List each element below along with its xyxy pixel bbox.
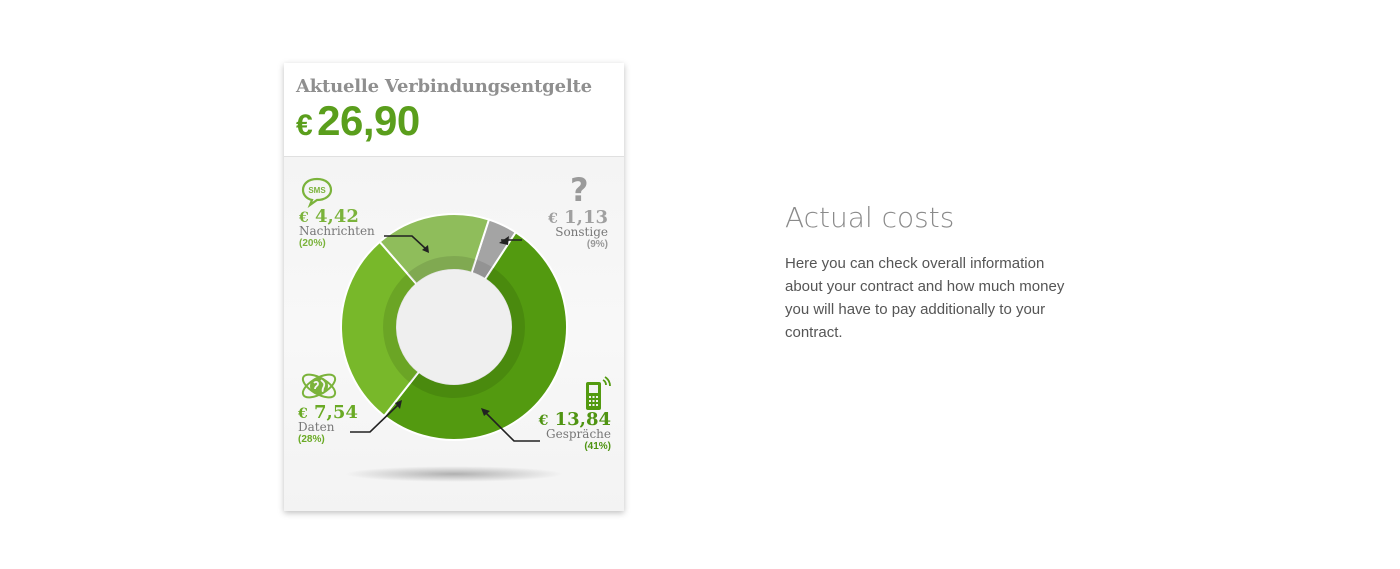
sms-label: € 4,42 Nachrichten (20%) bbox=[299, 206, 375, 249]
donut-slice-shade bbox=[407, 255, 476, 285]
sms-currency: € bbox=[299, 210, 309, 226]
other-currency: € bbox=[548, 211, 558, 227]
card-title: Aktuelle Verbindungsentgelte bbox=[296, 76, 592, 97]
sms-percent: (20%) bbox=[299, 238, 326, 249]
data-name: Daten bbox=[298, 420, 335, 434]
data-value: € 7,54 bbox=[298, 402, 358, 423]
data-amount: 7,54 bbox=[314, 402, 358, 423]
calls-percent: (41%) bbox=[584, 441, 611, 452]
calls-amount: 13,84 bbox=[554, 409, 611, 430]
sms-value: € 4,42 bbox=[299, 206, 375, 227]
calls-currency: € bbox=[538, 413, 549, 429]
section-title: Actual costs bbox=[785, 201, 955, 234]
costs-card: Aktuelle Verbindungsentgelte € 26,90 SMS… bbox=[284, 63, 624, 511]
data-arrowhead bbox=[395, 400, 402, 409]
sms-bubble-icon: SMS bbox=[301, 177, 333, 208]
mobile-phone-icon bbox=[586, 376, 611, 410]
sms-icon-text: SMS bbox=[308, 186, 326, 195]
sms-amount: 4,42 bbox=[315, 206, 359, 227]
calls-value: € 13,84 bbox=[539, 409, 611, 430]
section-description: Here you can check overall information a… bbox=[785, 255, 1065, 341]
total-currency: € bbox=[296, 109, 313, 142]
donut-slice-shade bbox=[383, 273, 419, 383]
other-label: € 1,13 Sonstige (9%) bbox=[548, 207, 608, 250]
sms-name: Nachrichten bbox=[299, 224, 375, 238]
data-currency: € bbox=[298, 406, 308, 422]
donut-hole bbox=[397, 270, 511, 384]
other-name: Sonstige bbox=[555, 225, 608, 239]
other-amount: 1,13 bbox=[564, 207, 608, 228]
calls-pointer bbox=[483, 410, 540, 442]
data-label: € 7,54 Daten (28%) bbox=[298, 402, 358, 445]
card-header: Aktuelle Verbindungsentgelte € 26,90 bbox=[284, 63, 624, 157]
data-pointer bbox=[350, 403, 400, 433]
other-arrowhead bbox=[499, 236, 509, 245]
calls-arrowhead bbox=[481, 408, 490, 416]
calls-label: € 13,84 Gespräche (41%) bbox=[539, 409, 611, 452]
total-amount: € 26,90 bbox=[296, 97, 420, 145]
sms-arrowhead bbox=[422, 245, 429, 253]
other-value: € 1,13 bbox=[548, 207, 608, 228]
globe-icon bbox=[301, 373, 337, 399]
sms-pointer bbox=[384, 235, 427, 250]
data-percent: (28%) bbox=[298, 434, 325, 445]
chart-shadow bbox=[344, 466, 564, 482]
donut-chart bbox=[340, 213, 568, 442]
donut-slice-shade bbox=[410, 267, 525, 398]
question-mark-icon: ? bbox=[570, 171, 589, 209]
total-value: 26,90 bbox=[317, 97, 420, 144]
calls-name: Gespräche bbox=[546, 427, 611, 441]
other-percent: (9%) bbox=[586, 239, 608, 250]
